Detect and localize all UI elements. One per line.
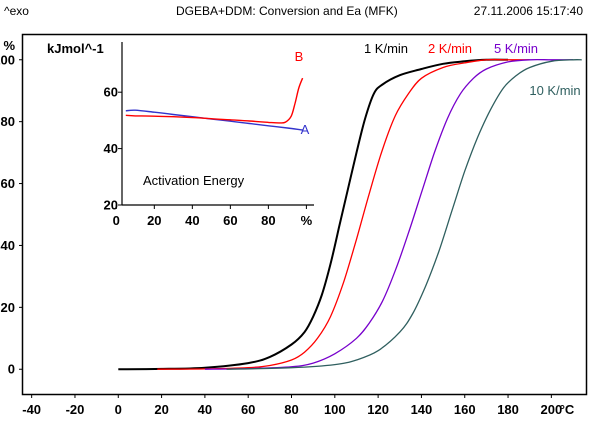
inset-x-tick-label: 80 bbox=[261, 213, 275, 228]
main-axis-ticks: -40 -20 0 20 40 60 80 100 120 140 160 180 200°C02040… bbox=[0, 38, 575, 417]
inset-x-tick-label: 40 bbox=[185, 213, 199, 228]
x-tick-label: 40 bbox=[198, 402, 212, 417]
x-tick-label: -40 bbox=[22, 402, 41, 417]
main-plot-frame bbox=[21, 33, 588, 396]
chart-datetime: 27.11.2006 15:17:40 bbox=[473, 4, 583, 18]
series-line-10-k-min bbox=[226, 59, 582, 370]
inset-series-line-b bbox=[125, 77, 304, 124]
x-tick-label: 120 bbox=[367, 402, 389, 417]
y-tick-label: 80 bbox=[1, 114, 15, 129]
inset-x-tick-label: 60 bbox=[223, 213, 237, 228]
y-tick-label: 60 bbox=[1, 176, 15, 191]
x-tick-label: 180 bbox=[497, 402, 519, 417]
series-line-1-k-min bbox=[118, 58, 509, 371]
x-tick-label: 0 bbox=[115, 402, 122, 417]
series-line-2-k-min bbox=[157, 58, 530, 370]
y-unit-label: % bbox=[3, 38, 15, 53]
inset-y-tick-label: 60 bbox=[104, 85, 118, 100]
y-tick-label: 20 bbox=[1, 300, 15, 315]
series-label: 2 K/min bbox=[428, 41, 472, 56]
series-line-5-k-min bbox=[204, 58, 573, 370]
inset-y-unit-label: kJmol^-1 bbox=[47, 41, 104, 56]
inset-series-label: B bbox=[295, 49, 304, 64]
x-unit-label: °C bbox=[560, 402, 575, 417]
chart-title: DGEBA+DDM: Conversion and Ea (MFK) bbox=[176, 4, 398, 18]
y-tick-label: 40 bbox=[1, 238, 15, 253]
series-label: 5 K/min bbox=[494, 41, 538, 56]
inset-title: Activation Energy bbox=[143, 173, 245, 188]
main-series-labels: 1 K/min 2 K/min 5 K/min 10 K/min bbox=[364, 41, 581, 98]
x-tick-label: 20 bbox=[154, 402, 168, 417]
y-tick-label: 0 bbox=[8, 362, 15, 377]
x-tick-label: 100 bbox=[324, 402, 346, 417]
x-tick-label: 80 bbox=[284, 402, 298, 417]
inset-y-tick-label: 40 bbox=[104, 141, 118, 156]
inset-y-tick-label: 20 bbox=[104, 198, 118, 213]
series-label: 10 K/min bbox=[529, 83, 580, 98]
x-tick-label: 160 bbox=[454, 402, 476, 417]
inset-series-label: A bbox=[301, 122, 310, 137]
inset-x-tick-label: 0 bbox=[113, 213, 120, 228]
y-tick-label: 100 bbox=[0, 52, 15, 67]
x-tick-label: 200 bbox=[541, 402, 563, 417]
series-label: 1 K/min bbox=[364, 41, 408, 56]
x-tick-label: 140 bbox=[411, 402, 433, 417]
main-series-group bbox=[118, 58, 582, 371]
chart-header: ^exo DGEBA+DDM: Conversion and Ea (MFK) … bbox=[0, 0, 591, 20]
x-tick-label: -20 bbox=[66, 402, 85, 417]
exo-direction-label: ^exo bbox=[4, 4, 29, 18]
x-tick-label: 60 bbox=[241, 402, 255, 417]
inset-x-tick-label: 20 bbox=[147, 213, 161, 228]
inset-x-tick-label: % bbox=[301, 213, 313, 228]
